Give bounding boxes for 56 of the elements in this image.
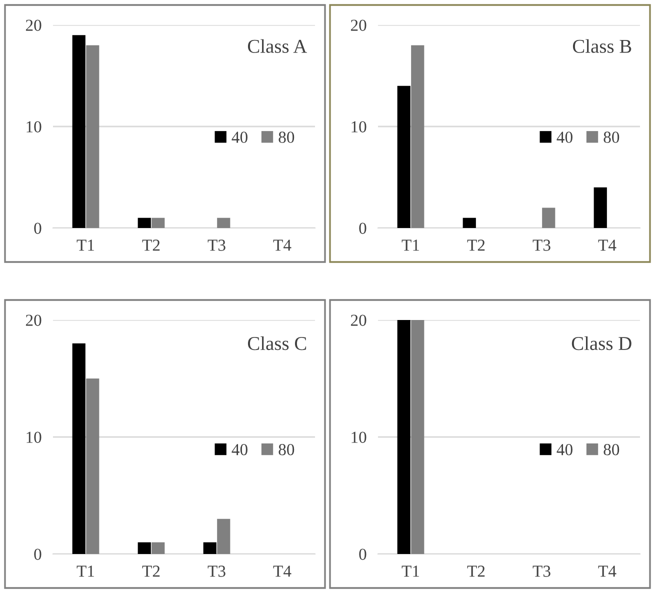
bar [397, 86, 410, 228]
legend-label: 80 [604, 132, 620, 143]
x-tick-label: T3 [532, 240, 550, 251]
bar [86, 378, 100, 554]
x-tick-label: T4 [273, 566, 292, 577]
y-tick-label: 0 [359, 548, 366, 560]
bar [542, 208, 556, 228]
y-tick-label: 10 [26, 432, 42, 443]
x-tick-label: T3 [208, 240, 226, 251]
legend-label: 80 [604, 444, 620, 456]
x-tick-label: T3 [532, 566, 550, 577]
bar [152, 218, 165, 228]
x-tick-label: T2 [467, 566, 485, 577]
legend-label: 80 [278, 444, 294, 456]
text: Class D [572, 336, 632, 350]
legend-label: 40 [556, 444, 572, 456]
y-tick-label: 20 [350, 20, 366, 31]
bar [72, 343, 86, 554]
y-tick-label: 20 [26, 314, 42, 326]
y-tick-label: 0 [359, 222, 366, 234]
x-tick-label: T2 [467, 240, 485, 251]
legend-label: 40 [556, 132, 572, 143]
x-tick-label: T1 [76, 566, 94, 577]
text: Class C [248, 336, 306, 350]
x-tick-label: T3 [208, 566, 226, 577]
bar [203, 542, 216, 554]
x-tick-label: T1 [402, 566, 420, 577]
bar [152, 542, 165, 554]
bar [72, 35, 86, 228]
text: Class B [572, 39, 632, 53]
y-tick-label: 20 [26, 20, 42, 31]
bar [462, 218, 476, 228]
bar [217, 518, 230, 554]
bar [217, 218, 230, 228]
bar [411, 45, 424, 228]
y-tick-label: 0 [34, 548, 42, 560]
x-tick-label: T4 [273, 240, 292, 251]
y-tick-label: 20 [350, 314, 366, 326]
y-tick-label: 10 [352, 432, 366, 443]
x-tick-label: T1 [402, 240, 420, 251]
bar [594, 187, 607, 228]
bar [138, 218, 151, 228]
bar [138, 542, 151, 554]
legend-label: 40 [232, 132, 248, 143]
y-tick-label: 10 [352, 121, 366, 132]
x-tick-label: T1 [76, 240, 94, 251]
text: Class A [248, 39, 307, 53]
bar [86, 45, 100, 228]
x-tick-label: T4 [598, 566, 616, 577]
legend-label: 80 [278, 132, 294, 143]
y-tick-label: 10 [26, 121, 42, 132]
x-tick-label: T2 [142, 566, 160, 577]
legend-label: 40 [232, 444, 248, 456]
x-tick-label: T2 [142, 240, 160, 251]
y-tick-label: 0 [34, 222, 42, 234]
x-tick-label: T4 [598, 240, 616, 251]
